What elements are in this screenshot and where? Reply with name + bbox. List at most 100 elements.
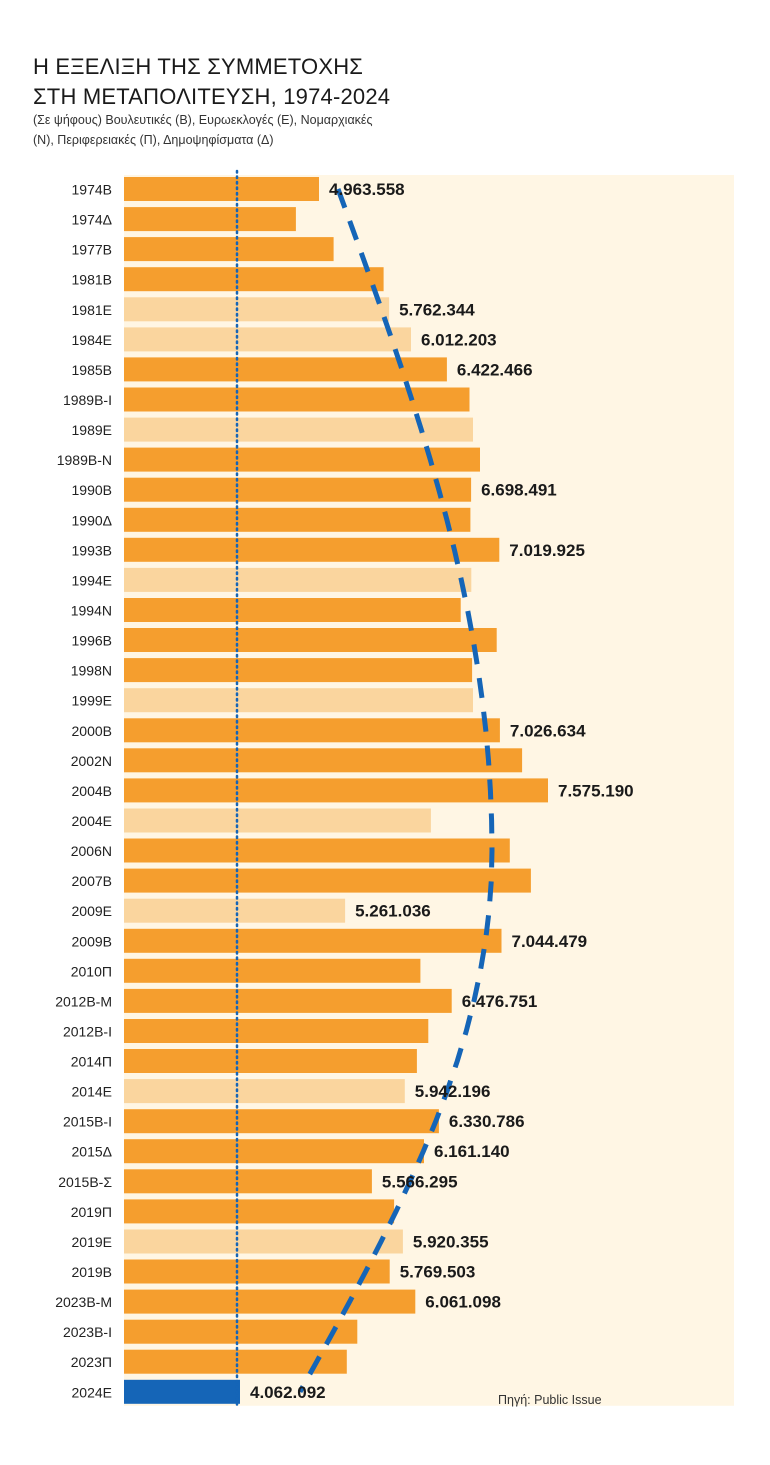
category-label-23: 2007Β (72, 873, 112, 889)
category-label-0: 1974Β (72, 182, 112, 198)
bar-9 (124, 447, 480, 472)
bar-23 (124, 868, 531, 893)
bar-40 (124, 1379, 240, 1404)
category-label-37: 2023Β-Μ (55, 1294, 112, 1310)
chart-title-line1: Η ΕΞΕΛΙΞΗ ΤΗΣ ΣΥΜΜΕΤΟΧΗΣ (33, 54, 364, 79)
category-label-18: 2000Β (72, 723, 112, 739)
value-label-32: 6.161.140 (434, 1142, 510, 1161)
trend-dashed-line (297, 188, 495, 1394)
bar-20 (124, 778, 548, 803)
value-label-35: 5.920.355 (413, 1233, 489, 1252)
bar-27 (124, 988, 452, 1013)
value-label-40: 4.062.092 (250, 1383, 326, 1402)
bar-10 (124, 477, 472, 502)
category-label-26: 2010Π (71, 963, 112, 979)
bar-4 (124, 297, 390, 322)
bar-35 (124, 1229, 403, 1254)
bar-31 (124, 1109, 439, 1134)
category-label-5: 1984Ε (72, 332, 112, 348)
bar-24 (124, 898, 346, 923)
bar-8 (124, 417, 473, 442)
bar-17 (124, 688, 473, 713)
category-label-6: 1985Β (72, 362, 112, 378)
bar-7 (124, 387, 470, 412)
category-label-14: 1994Ν (71, 603, 112, 619)
value-label-10: 6.698.491 (481, 481, 557, 500)
bar-19 (124, 748, 523, 773)
category-label-16: 1998Ν (71, 663, 112, 679)
value-label-12: 7.019.925 (509, 541, 585, 560)
value-label-5: 6.012.203 (421, 330, 497, 349)
category-label-12: 1993Β (72, 542, 112, 558)
value-label-6: 6.422.466 (457, 360, 533, 379)
category-labels: 1974Β 1974Δ 1977Β 1981Β 1981Ε 1984Ε 1985Β 1989Β… (55, 182, 112, 1401)
category-label-3: 1981Β (72, 272, 112, 288)
bar-34 (124, 1199, 395, 1224)
value-label-31: 6.330.786 (449, 1112, 525, 1131)
value-label-20: 7.575.190 (558, 781, 634, 800)
category-label-36: 2019Β (72, 1264, 112, 1280)
category-label-22: 2006Ν (71, 843, 112, 859)
category-label-38: 2023Β-Ι (63, 1324, 112, 1340)
bar-16 (124, 658, 473, 683)
category-label-39: 2023Π (71, 1354, 112, 1370)
value-labels: 4.963.558 5.762.344 6.012.203 6.422.466 6.69… (250, 180, 634, 1402)
category-label-32: 2015Δ (72, 1144, 113, 1160)
category-label-20: 2004Β (72, 783, 112, 799)
bar-22 (124, 838, 510, 863)
category-label-15: 1996Β (72, 633, 112, 649)
bar-5 (124, 327, 411, 352)
category-label-8: 1989Ε (72, 422, 112, 438)
bar-15 (124, 628, 497, 652)
category-label-17: 1999Ε (72, 693, 112, 709)
value-label-4: 5.762.344 (399, 300, 475, 319)
bar-2 (124, 237, 334, 262)
category-label-13: 1994Ε (72, 572, 112, 588)
category-label-21: 2004Ε (72, 813, 112, 829)
bar-38 (124, 1319, 358, 1344)
category-label-4: 1981Ε (72, 302, 112, 318)
bar-25 (124, 928, 502, 953)
bar-3 (124, 267, 384, 292)
bars (124, 177, 548, 1404)
category-label-19: 2002Ν (71, 753, 112, 769)
chart-subtitle-line1: (Σε ψήφους) Βουλευτικές (Β), Ευρωεκλογές… (33, 113, 373, 127)
category-label-33: 2015Β-Σ (58, 1174, 112, 1190)
category-label-27: 2012Β-Μ (55, 993, 112, 1009)
bar-37 (124, 1289, 416, 1314)
category-label-25: 2009Β (72, 933, 112, 949)
bar-30 (124, 1079, 405, 1104)
category-label-2: 1977Β (72, 242, 112, 258)
bar-36 (124, 1259, 390, 1284)
category-label-7: 1989Β-Ι (63, 392, 112, 408)
value-label-0: 4.963.558 (329, 180, 405, 199)
bar-26 (124, 958, 421, 983)
value-label-25: 7.044.479 (512, 932, 588, 951)
bar-33 (124, 1169, 372, 1194)
bar-32 (124, 1139, 424, 1164)
category-label-35: 2019Ε (72, 1234, 112, 1250)
bar-6 (124, 357, 447, 382)
bar-28 (124, 1019, 429, 1043)
bar-11 (124, 507, 471, 532)
category-label-34: 2019Π (71, 1204, 112, 1220)
category-label-29: 2014Π (71, 1054, 112, 1070)
value-label-18: 7.026.634 (510, 721, 586, 740)
value-label-30: 5.942.196 (415, 1082, 491, 1101)
category-label-9: 1989Β-Ν (57, 452, 112, 468)
chart-title-line2: ΣΤΗ ΜΕΤΑΠΟΛΙΤΕΥΣΗ, 1974-2024 (33, 84, 391, 109)
value-label-36: 5.769.503 (400, 1263, 476, 1282)
value-label-37: 6.061.098 (425, 1293, 501, 1312)
value-label-27: 6.476.751 (462, 992, 538, 1011)
bar-0 (124, 177, 319, 201)
bar-14 (124, 598, 461, 622)
category-label-24: 2009Ε (72, 903, 112, 919)
category-label-28: 2012Β-Ι (63, 1024, 112, 1040)
source-note: Πηγή: Public Issue (498, 1393, 602, 1407)
bar-12 (124, 537, 500, 562)
category-label-11: 1990Δ (72, 512, 113, 528)
category-label-40: 2024Ε (72, 1384, 112, 1400)
bar-13 (124, 567, 472, 592)
bar-29 (124, 1049, 417, 1073)
